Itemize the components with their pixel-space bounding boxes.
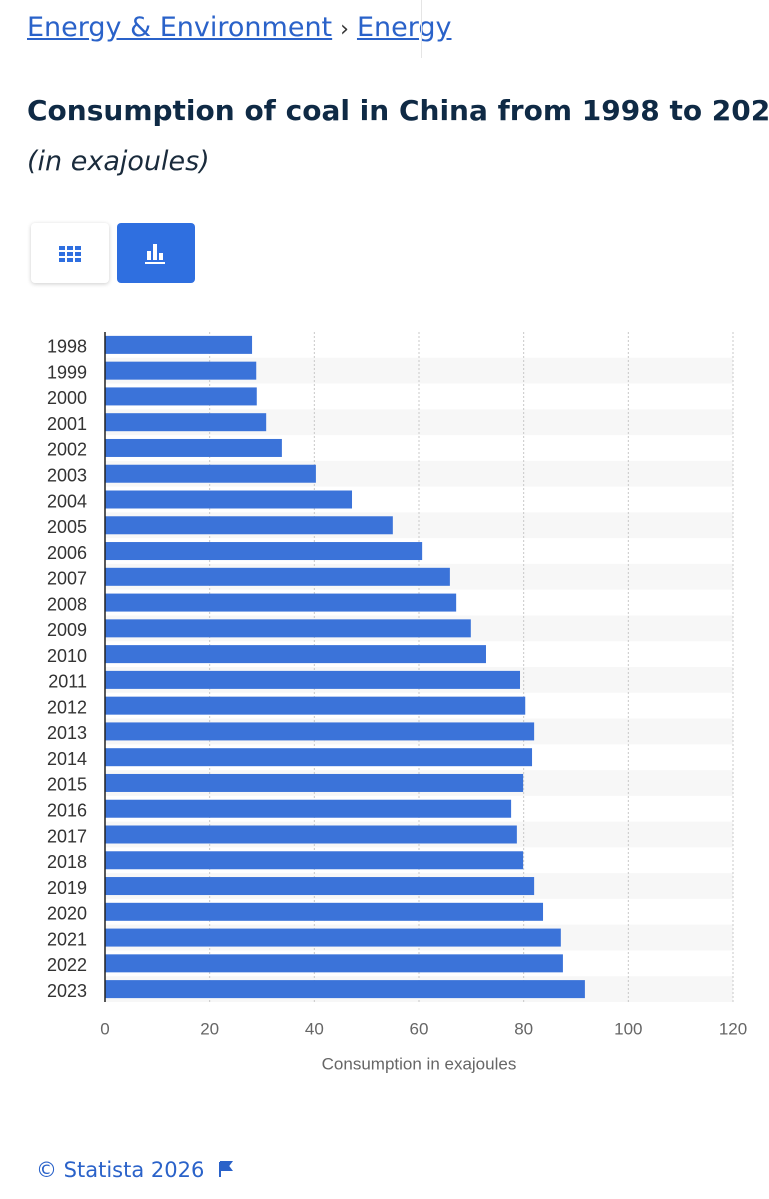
y-tick-label: 2014 <box>47 749 87 769</box>
subtitle: (in exajoules) <box>27 146 210 177</box>
bar <box>105 413 267 432</box>
bar <box>105 387 257 406</box>
y-tick-label: 2000 <box>47 388 87 408</box>
bar <box>105 464 316 483</box>
y-tick-label: 2019 <box>47 878 87 898</box>
y-tick-label: 2017 <box>47 826 87 846</box>
bar <box>105 516 393 535</box>
bar <box>105 567 450 586</box>
y-tick-label: 1998 <box>47 337 87 357</box>
bar <box>105 335 253 354</box>
bar <box>105 722 535 741</box>
y-tick-label: 2010 <box>47 646 87 666</box>
bar <box>105 902 544 921</box>
x-tick-label: 80 <box>514 1019 533 1038</box>
y-tick-label: 2002 <box>47 440 87 460</box>
bar <box>105 980 585 999</box>
y-tick-label: 1999 <box>47 362 87 382</box>
y-tick-label: 2015 <box>47 775 87 795</box>
x-tick-label: 20 <box>200 1019 219 1038</box>
y-tick-label: 2020 <box>47 904 87 924</box>
y-tick-label: 2001 <box>47 414 87 434</box>
y-tick-label: 2008 <box>47 594 87 614</box>
bar <box>105 361 257 380</box>
bar <box>105 928 561 947</box>
flag-icon[interactable] <box>217 1160 235 1178</box>
y-tick-label: 2012 <box>47 697 87 717</box>
breadcrumb-link[interactable]: Energy & Environment <box>27 12 333 43</box>
x-tick-label: 40 <box>305 1019 324 1038</box>
bar <box>105 438 282 457</box>
table-view-button[interactable] <box>31 223 109 283</box>
bar <box>105 954 563 973</box>
x-tick-label: 120 <box>719 1019 747 1038</box>
bar <box>105 670 521 689</box>
breadcrumb-link[interactable]: Energy <box>356 12 452 43</box>
title: Consumption of coal in China from 1998 t… <box>27 94 769 127</box>
footer: © Statista 2026 <box>36 1158 235 1182</box>
bar <box>105 799 512 818</box>
bar <box>105 825 517 844</box>
y-tick-label: 2018 <box>47 852 87 872</box>
y-tick-label: 2006 <box>47 543 87 563</box>
bar <box>105 645 486 664</box>
y-tick-label: 2003 <box>47 465 87 485</box>
bar <box>105 542 423 561</box>
y-tick-label: 2005 <box>47 517 87 537</box>
copyright: © Statista 2026 <box>36 1158 205 1182</box>
x-tick-label: 0 <box>100 1019 109 1038</box>
y-tick-label: 2021 <box>47 929 87 949</box>
bar <box>105 748 533 767</box>
bar <box>105 773 524 792</box>
bar <box>105 851 524 870</box>
y-tick-label: 2013 <box>47 723 87 743</box>
bar <box>105 593 457 612</box>
bar <box>105 490 353 509</box>
y-tick-label: 2007 <box>47 569 87 589</box>
breadcrumb-separator: › <box>340 17 349 42</box>
grid-icon <box>59 246 81 262</box>
y-tick-label: 2023 <box>47 981 87 1001</box>
y-tick-label: 2011 <box>48 672 87 692</box>
breadcrumb: Energy & Environment › Energy <box>27 12 452 43</box>
chart: 0 20 40 60 80 100 120 1998 1999 2000 2001 2002 2003 2… <box>47 332 747 1073</box>
x-tick-label: 100 <box>614 1019 642 1038</box>
x-axis-title: Consumption in exajoules <box>322 1054 517 1073</box>
bar <box>105 696 526 715</box>
bar <box>105 877 535 896</box>
y-tick-label: 2016 <box>47 800 87 820</box>
divider <box>421 0 422 58</box>
chart-icon <box>145 244 165 264</box>
y-tick-label: 2004 <box>47 491 87 511</box>
x-tick-label: 60 <box>410 1019 429 1038</box>
y-tick-label: 2022 <box>47 955 87 975</box>
bar <box>105 619 471 638</box>
chart-view-button[interactable] <box>117 223 195 283</box>
y-tick-label: 2009 <box>47 620 87 640</box>
